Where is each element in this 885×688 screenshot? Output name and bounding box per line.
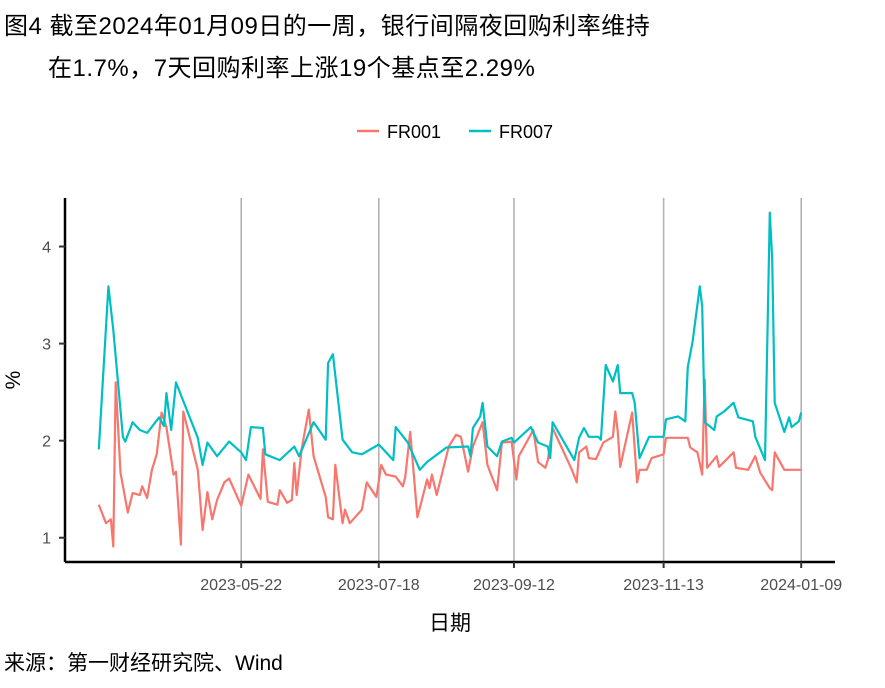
x-tick-label: 2023-11-13 — [623, 577, 704, 594]
y-tick-label: 3 — [42, 337, 51, 354]
x-tick-label: 2023-05-22 — [200, 577, 282, 594]
series-lines — [97, 211, 803, 548]
legend: FR001 FR007 — [357, 122, 553, 142]
x-axis-label: 日期 — [429, 612, 471, 635]
y-tick-label: 2 — [42, 434, 51, 451]
series-line-fr007 — [97, 211, 803, 471]
x-tick-label: 2023-09-12 — [473, 577, 555, 594]
y-tick-label: 1 — [42, 531, 51, 548]
legend-label-fr001: FR001 — [387, 122, 441, 142]
y-tick-label: 4 — [42, 240, 51, 257]
x-axis-ticks: 2023-05-22 2023-07-18 2023-09-12 2023-11-13… — [200, 562, 842, 594]
x-tick-label: 2024-01-09 — [760, 577, 842, 594]
legend-label-fr007: FR007 — [499, 122, 553, 142]
grid-lines — [240, 198, 803, 562]
y-axis-ticks: 1 2 3 4 — [42, 240, 65, 548]
series-line-fr001 — [97, 378, 802, 548]
chart-title-line-1: 图4 截至2024年01月09日的一周，银行间隔夜回购利率维持 — [4, 13, 651, 40]
x-tick-label: 2023-07-18 — [338, 577, 420, 594]
chart-title-line-2: 在1.7%，7天回购利率上涨19个基点至2.29% — [48, 55, 536, 82]
y-axis-label: % — [2, 371, 25, 390]
source-note: 来源：第一财经研究院、Wind — [4, 652, 283, 675]
